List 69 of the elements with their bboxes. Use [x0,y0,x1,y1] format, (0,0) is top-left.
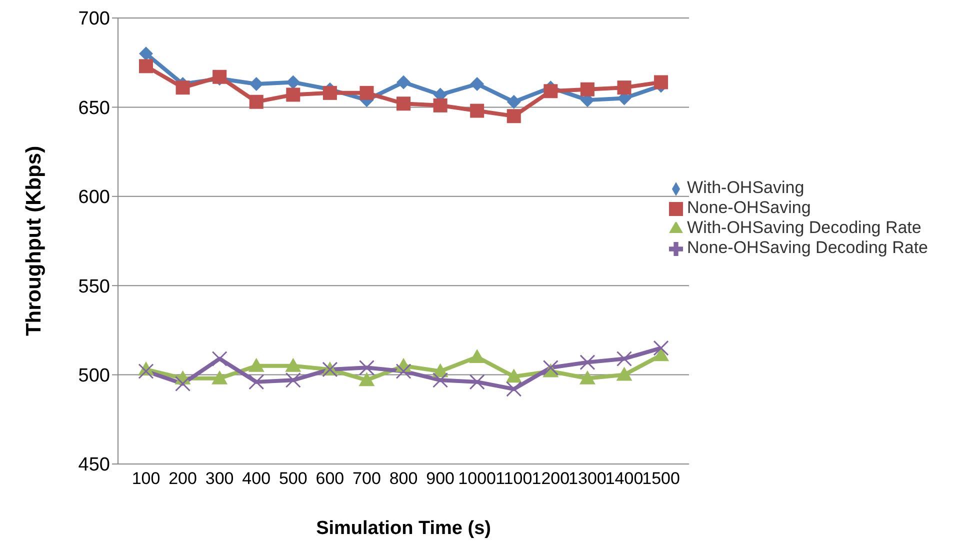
x-tick-label: 200 [168,469,197,488]
point [580,354,596,370]
x-tick-label: 700 [352,469,381,488]
x-tick-label: 800 [389,469,418,488]
point [579,370,596,384]
point [542,360,558,376]
point [617,80,632,95]
point [249,94,264,109]
point [506,381,522,397]
x-tick-label: 1300 [568,469,606,488]
point [285,372,301,388]
y-tick-label: 450 [78,454,110,476]
legend-label: With-OHSaving [687,178,804,197]
x-tick-label: 400 [242,469,271,488]
point [506,368,522,383]
x-tick-label: 100 [132,469,160,488]
point [139,59,153,74]
point [139,46,153,61]
x-tick-label: 1400 [605,469,644,488]
x-tick-label: 1100 [496,469,532,488]
point [432,372,448,388]
point [212,370,228,384]
point [176,80,190,95]
point [285,358,302,372]
point [433,98,448,112]
x-tick-label: 1500 [642,469,680,488]
x-tick-label: 1200 [532,469,570,488]
point [396,75,411,90]
point [396,363,412,379]
y-tick-label: 500 [78,366,110,387]
point [360,86,374,100]
point [249,77,264,92]
point [469,348,486,363]
point [286,75,300,90]
legend-label: None-OHSaving Decoding Rate [687,238,928,257]
point [506,94,521,109]
point [544,84,558,98]
point [248,358,264,372]
point [653,347,670,362]
x-tick-label: 500 [278,469,308,488]
point [470,77,484,92]
point [580,82,594,96]
x-axis-title: Simulation Time (s) [316,518,491,539]
point [616,366,632,381]
point [248,374,264,390]
point [470,104,484,118]
x-tick-label: 600 [316,469,344,488]
y-tick-label: 700 [78,8,110,30]
point [396,96,411,111]
point [506,109,521,124]
legend-label: None-OHSaving [687,198,811,217]
x-tick-label: 900 [426,469,454,488]
point [286,88,300,102]
x-tick-label: 300 [205,469,234,488]
point [616,350,632,366]
point [653,340,669,356]
point [322,86,337,100]
y-axis-title: Throughput (Kbps) [22,146,46,336]
point [469,374,485,390]
point [358,360,374,376]
point [654,75,668,90]
point [358,372,375,386]
y-tick-label: 600 [78,187,110,208]
x-tick-label: 1000 [458,469,496,488]
point [175,376,191,392]
y-tick-label: 550 [78,276,110,298]
y-tick-label: 650 [78,98,110,119]
point [138,363,154,379]
legend-label: With-OHSaving Decoding Rate [687,218,922,237]
